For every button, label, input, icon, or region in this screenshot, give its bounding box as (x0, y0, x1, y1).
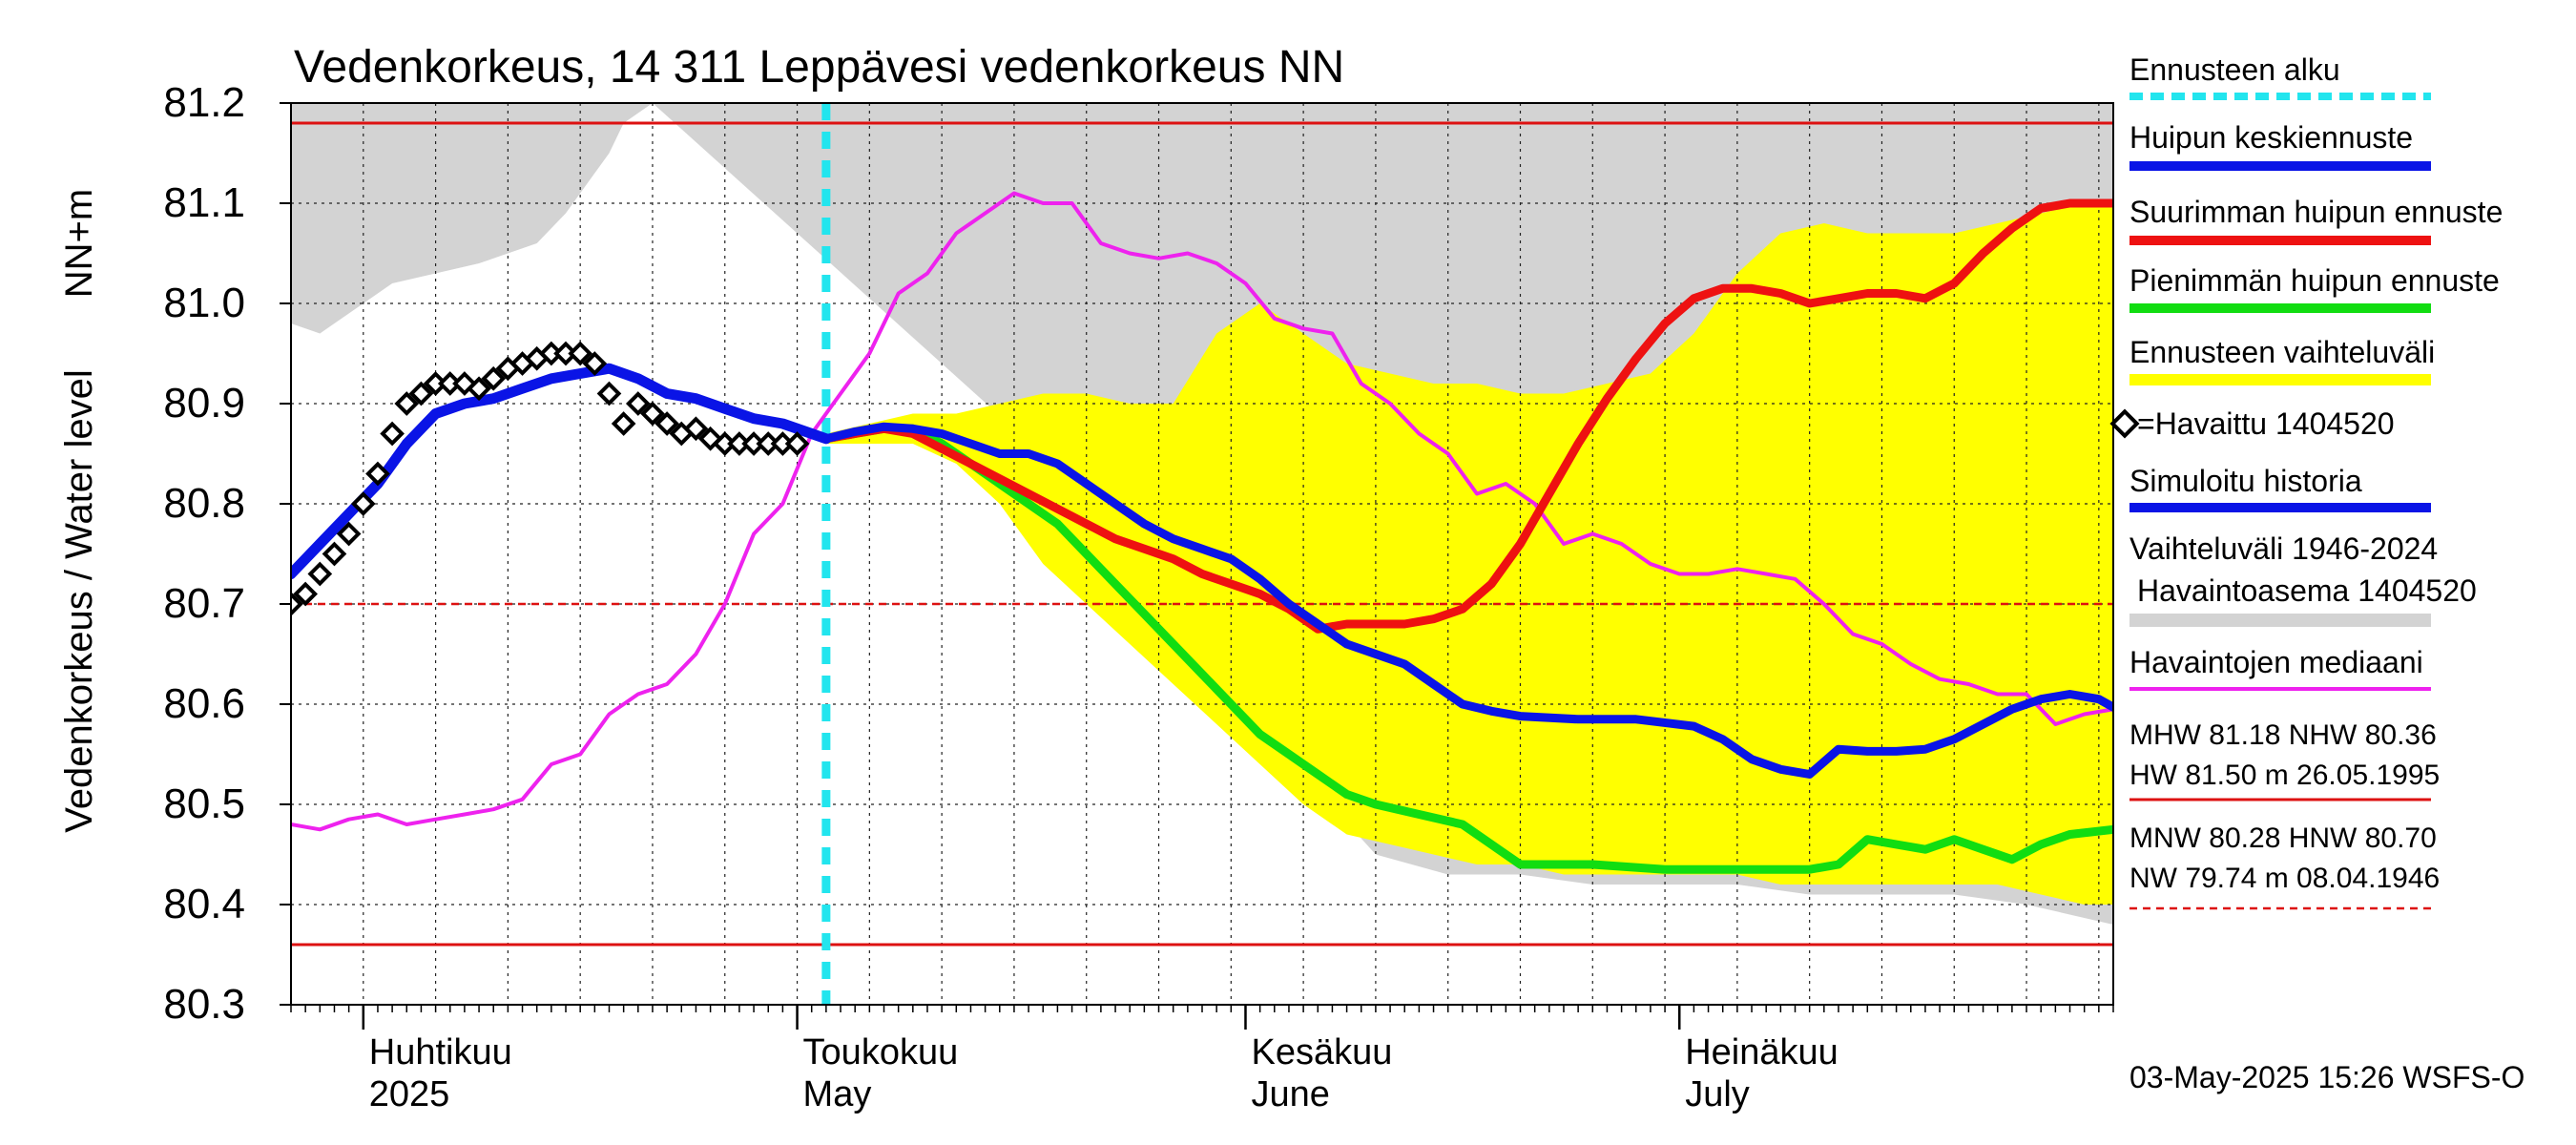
forecast-range-band (825, 203, 2113, 905)
grid-lines (291, 103, 2113, 1005)
observed-point (467, 376, 491, 402)
y-tick-label: 81.1 (163, 179, 245, 226)
month-label: Kesäkuu (1251, 1032, 1392, 1072)
observed-point (307, 561, 333, 587)
month-label: Toukokuu (803, 1032, 959, 1072)
observed-point (625, 391, 651, 416)
y-tick-label: 80.5 (163, 781, 245, 827)
legend-label-max-peak: Suurimman huipun ennuste (2129, 195, 2503, 229)
series-line-min-peak (821, 424, 2113, 874)
y-tick-label: 81.0 (163, 280, 245, 326)
observed-point (350, 491, 376, 516)
observed-point (568, 341, 593, 366)
stats-line-4: NW 79.74 m 08.04.1946 (2129, 863, 2440, 894)
observed-point (452, 371, 477, 396)
legend-label-mean-peak: Huipun keskiennuste (2129, 120, 2413, 155)
legend-marker-observed (2109, 408, 2140, 439)
y-tick-label: 80.4 (163, 881, 245, 927)
observed-point (322, 541, 347, 567)
observed-point (394, 391, 420, 416)
legend-label-hist-range-2: Havaintoasema 1404520 (2137, 573, 2477, 608)
month-sublabel: June (1251, 1074, 1329, 1114)
y-axis-label: Vedenkorkeus / Water level (58, 369, 100, 832)
series-line-mean-peak (821, 422, 2113, 779)
observed-point (293, 581, 318, 607)
y-axis-unit: NN+m (58, 189, 100, 298)
legend-label-simulated: Simuloitu historia (2129, 464, 2362, 498)
stats-line-3: MNW 80.28 HNW 80.70 (2129, 822, 2437, 854)
observed-point (336, 521, 362, 547)
y-tick-label: 80.9 (163, 380, 245, 427)
observed-point (640, 401, 665, 427)
legend-label-forecast-range: Ennusteen vaihteluväli (2129, 335, 2435, 369)
series-line-max-peak (821, 198, 2113, 634)
legend-label-hist-range-1: Vaihteluväli 1946-2024 (2129, 531, 2438, 566)
observed-markers (291, 341, 810, 616)
observed-point (481, 365, 507, 391)
chart-title: Vedenkorkeus, 14 311 Leppävesi vedenkork… (294, 42, 1344, 93)
footer-timestamp: 03-May-2025 15:26 WSFS-O (2129, 1060, 2524, 1094)
legend-label-forecast-start: Ennusteen alku (2129, 52, 2340, 87)
observed-point (291, 592, 303, 616)
legend-label-median: Havaintojen mediaani (2129, 645, 2423, 679)
series-line-median (291, 191, 2113, 832)
y-tick-label: 80.8 (163, 480, 245, 527)
observed-point (380, 421, 405, 447)
y-tick-label: 80.7 (163, 580, 245, 627)
month-sublabel: July (1685, 1074, 1750, 1114)
stats-line-2: HW 81.50 m 26.05.1995 (2129, 760, 2440, 791)
month-sublabel: 2025 (369, 1074, 450, 1114)
observed-point (784, 431, 810, 456)
y-tick-label: 80.6 (163, 680, 245, 727)
y-tick-label: 81.2 (163, 79, 245, 126)
month-sublabel: May (803, 1074, 872, 1114)
legend-label-min-peak: Pienimmän huipun ennuste (2129, 263, 2500, 298)
legend-label-observed: =Havaittu 1404520 (2137, 406, 2395, 441)
y-axis: 80.3 80.4 80.5 80.6 80.7 80.8 80.9 81.0 81.1 81.2 (163, 79, 291, 1028)
month-label: Heinäkuu (1685, 1032, 1839, 1072)
observed-point (654, 411, 679, 436)
legend: Ennusteen alku Huipun keskiennuste Suuri… (2109, 52, 2503, 910)
stats-line-1: MHW 81.18 NHW 80.36 (2129, 719, 2437, 751)
observed-point (365, 461, 390, 487)
y-tick-label: 80.3 (163, 981, 245, 1028)
observed-point (683, 416, 709, 442)
observed-point (596, 381, 622, 406)
observed-point (611, 411, 636, 436)
month-label: Huhtikuu (369, 1032, 512, 1072)
observed-point (408, 381, 434, 406)
observed-point (582, 351, 608, 376)
